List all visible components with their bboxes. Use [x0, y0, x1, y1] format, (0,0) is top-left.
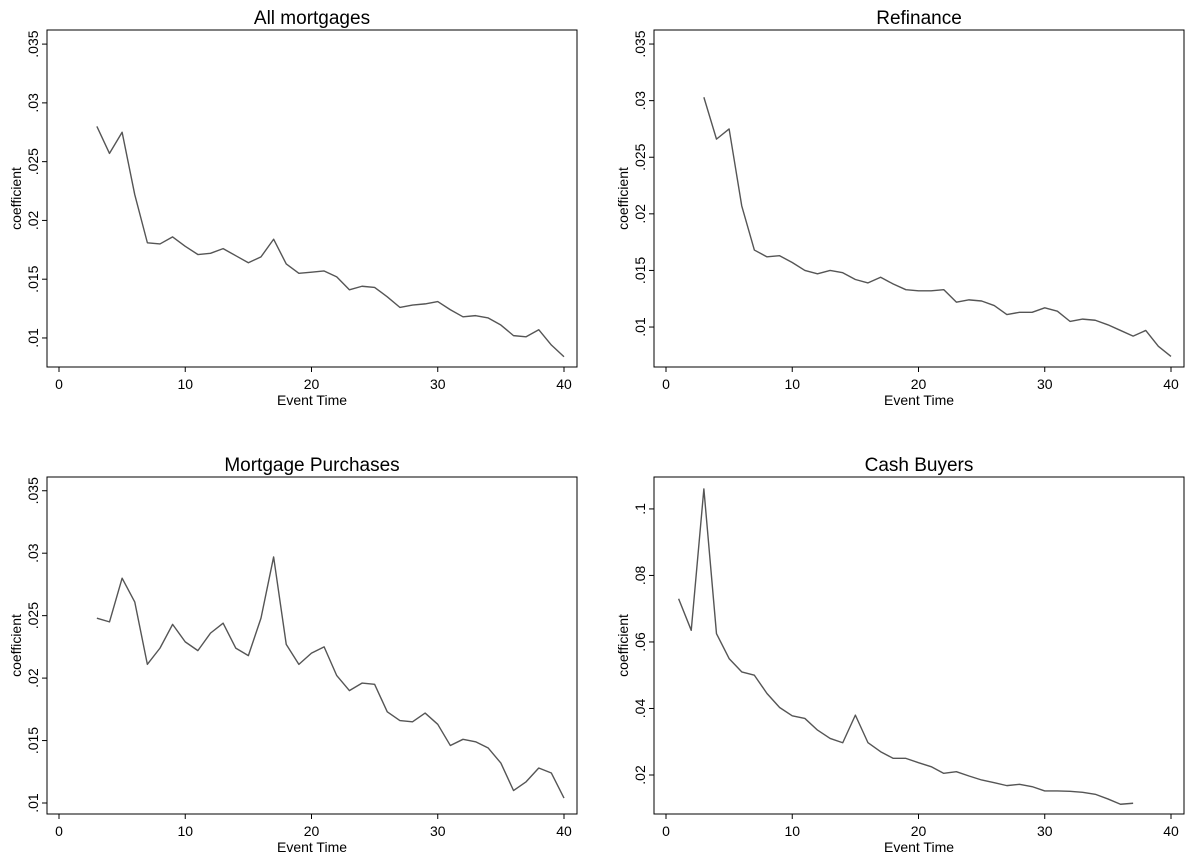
plot-frame: [653, 476, 1185, 815]
x-tick-label: 10: [177, 376, 193, 392]
chart-panel: Cash Buyers Event Time coefficient 0 10 20 30 4…: [615, 455, 1185, 855]
y-tick-label: .01: [25, 328, 41, 348]
x-tick-label: 10: [784, 376, 800, 392]
y-axis-label: coefficient: [615, 614, 631, 677]
x-tick-label: 30: [430, 823, 446, 839]
y-tick-label: .02: [632, 765, 648, 785]
x-tick-label: 30: [1037, 823, 1053, 839]
x-axis-label: Event Time: [277, 839, 347, 855]
x-tick-label: 30: [1037, 376, 1053, 392]
chart-title: Refinance: [876, 8, 962, 29]
chart-panel: All mortgages Event Time coefficient 0 10 20 3…: [8, 8, 578, 408]
x-tick-label: 20: [911, 823, 927, 839]
x-axis-label: Event Time: [884, 839, 954, 855]
x-tick-label: 40: [1163, 823, 1179, 839]
x-tick-label: 0: [662, 376, 670, 392]
y-tick-label: .035: [25, 477, 41, 504]
chart-title: Mortgage Purchases: [224, 455, 399, 476]
x-axis-label: Event Time: [884, 392, 954, 408]
y-tick-label: .08: [632, 566, 648, 586]
y-tick-label: .02: [25, 668, 41, 688]
y-tick-label: .04: [632, 699, 648, 719]
y-tick-label: .035: [632, 30, 648, 57]
plot-frame: [46, 29, 578, 368]
y-axis-label: coefficient: [615, 167, 631, 230]
y-tick-label: .015: [25, 265, 41, 292]
y-tick-label: .02: [25, 210, 41, 230]
y-tick-label: .035: [25, 30, 41, 57]
y-tick-label: .01: [632, 317, 648, 337]
chart-title: All mortgages: [254, 8, 370, 29]
x-tick-label: 40: [1163, 376, 1179, 392]
y-tick-label: .03: [25, 543, 41, 563]
x-tick-label: 10: [177, 823, 193, 839]
plot-frame: [46, 476, 578, 815]
y-tick-label: .015: [632, 257, 648, 284]
y-axis-label: coefficient: [8, 614, 24, 677]
y-tick-label: .015: [25, 727, 41, 754]
y-tick-label: .025: [25, 602, 41, 629]
x-axis-label: Event Time: [277, 392, 347, 408]
plot-frame: [653, 29, 1185, 368]
x-tick-label: 20: [911, 376, 927, 392]
chart-panel: Mortgage Purchases Event Time coefficient 0…: [8, 455, 578, 855]
y-tick-label: .1: [632, 503, 648, 515]
y-axis-label: coefficient: [8, 167, 24, 230]
y-tick-label: .025: [632, 143, 648, 170]
x-tick-label: 10: [784, 823, 800, 839]
x-tick-label: 30: [430, 376, 446, 392]
y-tick-label: .01: [25, 793, 41, 813]
data-line: [677, 488, 1134, 805]
x-tick-label: 40: [556, 376, 572, 392]
y-tick-label: .02: [632, 204, 648, 224]
x-tick-label: 20: [304, 376, 320, 392]
chart-title: Cash Buyers: [865, 455, 974, 476]
x-tick-label: 20: [304, 823, 320, 839]
data-line: [703, 97, 1172, 358]
y-tick-label: .03: [25, 93, 41, 113]
x-tick-label: 0: [55, 376, 63, 392]
y-tick-label: .06: [632, 632, 648, 652]
x-tick-label: 0: [55, 823, 63, 839]
data-line: [96, 126, 565, 358]
y-tick-label: .025: [25, 148, 41, 175]
x-tick-label: 0: [662, 823, 670, 839]
x-tick-label: 40: [556, 823, 572, 839]
y-tick-label: .03: [632, 91, 648, 111]
data-line: [96, 556, 565, 799]
chart-panel: Refinance Event Time coefficient 0 10 20 30 40.…: [615, 8, 1185, 408]
